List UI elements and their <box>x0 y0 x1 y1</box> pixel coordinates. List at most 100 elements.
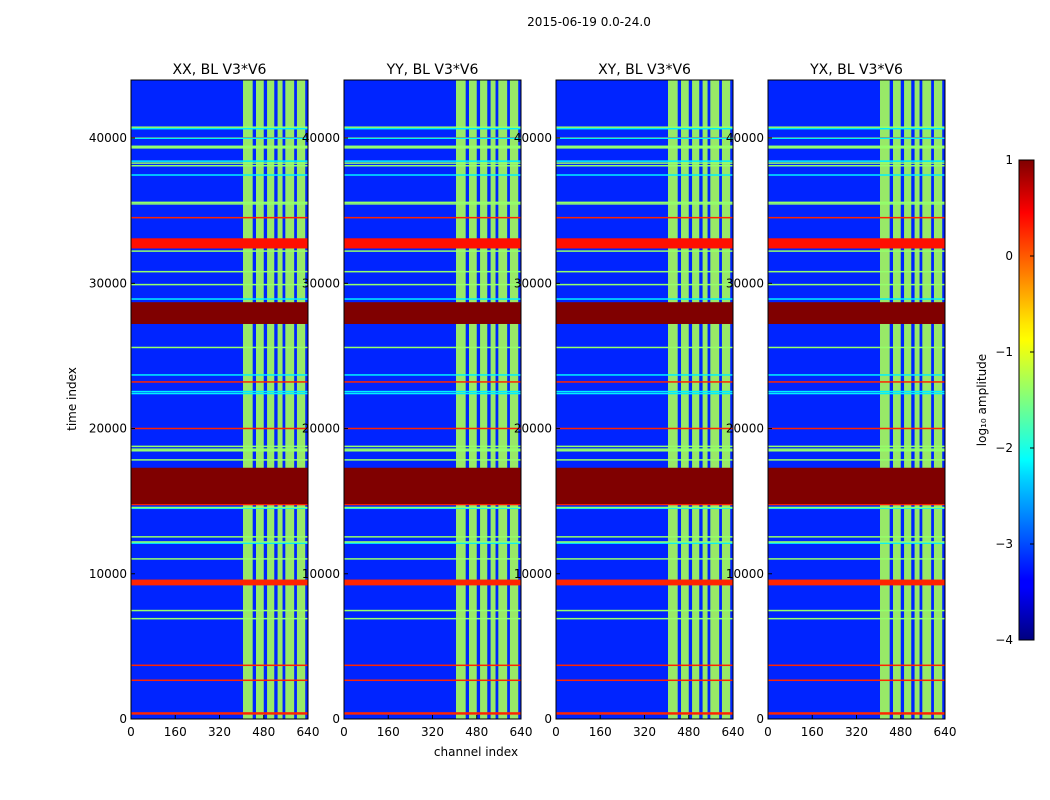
flagged-time-band <box>556 579 733 586</box>
rfi-time-line <box>556 679 733 682</box>
colorbar-tick-label: −1 <box>995 345 1013 359</box>
rfi-channel-band <box>277 80 283 719</box>
rfi-time-line <box>556 127 733 130</box>
rfi-time-line <box>131 298 308 300</box>
rfi-time-line <box>131 445 308 448</box>
y-tick-label: 10000 <box>302 567 340 581</box>
rfi-time-line <box>556 374 733 376</box>
flagged-time-band <box>344 467 521 505</box>
rfi-time-line <box>556 558 733 560</box>
x-tick-label: 480 <box>889 725 912 739</box>
rfi-channel-band <box>681 80 689 719</box>
rfi-time-line <box>556 283 733 286</box>
rfi-channel-band <box>904 80 912 719</box>
plot-frame <box>343 79 522 720</box>
rfi-time-line <box>556 712 733 714</box>
rfi-time-line <box>131 201 308 204</box>
heatmap-image <box>768 80 945 719</box>
rfi-channel-band <box>880 80 890 719</box>
colorbar-tick-label: −2 <box>995 441 1013 455</box>
rfi-time-line <box>131 174 308 176</box>
rfi-time-line <box>768 541 945 543</box>
flagged-time-band <box>344 238 521 249</box>
rfi-channel-band <box>893 80 901 719</box>
rfi-time-line <box>556 450 733 452</box>
rfi-time-line <box>556 536 733 538</box>
rfi-channel-band <box>469 80 477 719</box>
rfi-time-line <box>131 381 308 383</box>
x-axis-label: channel index <box>434 745 518 759</box>
rfi-time-line <box>556 541 733 543</box>
rfi-time-line <box>344 506 521 509</box>
rfi-time-line <box>768 160 945 162</box>
rfi-time-line <box>344 147 521 149</box>
rfi-time-line <box>344 203 521 205</box>
y-tick-label: 40000 <box>89 131 127 145</box>
rfi-time-line <box>556 503 733 506</box>
rfi-time-line <box>768 713 945 715</box>
rfi-time-line <box>768 127 945 130</box>
rfi-time-line <box>344 201 521 204</box>
rfi-time-line <box>768 609 945 612</box>
y-tick-label: 0 <box>756 712 764 726</box>
rfi-time-line <box>131 250 308 252</box>
rfi-time-line <box>131 459 308 461</box>
colorbar-label: log₁₀ amplitude <box>975 354 989 446</box>
rfi-time-line <box>344 445 521 448</box>
flagged-time-band <box>768 579 945 586</box>
rfi-channel-band <box>668 80 678 719</box>
rfi-time-line <box>556 270 733 273</box>
y-tick-label: 40000 <box>726 131 764 145</box>
x-tick-labels: 0 160 320 480 640 <box>340 715 532 739</box>
rfi-time-line <box>556 542 733 544</box>
y-tick-labels: 0 10000 20000 30000 40000 <box>89 131 135 726</box>
rfi-time-line <box>131 679 308 682</box>
rfi-time-line <box>344 503 521 506</box>
rfi-time-line <box>131 542 308 544</box>
rfi-time-line <box>131 162 308 164</box>
rfi-time-line <box>344 558 521 560</box>
rfi-time-line <box>344 536 521 538</box>
y-tick-label: 10000 <box>89 567 127 581</box>
rfi-time-line <box>768 664 945 667</box>
rfi-channel-band <box>702 80 708 719</box>
rfi-time-line <box>344 390 521 393</box>
rfi-channel-band <box>480 80 488 719</box>
colorbar-tick-label: −3 <box>995 537 1013 551</box>
colorbar: 1 0 −1 −2 −3 −4 log₁₀ amplitude <box>975 153 1035 647</box>
rfi-time-line <box>344 374 521 376</box>
rfi-time-line <box>344 712 521 714</box>
x-tick-label: 320 <box>208 725 231 739</box>
rfi-time-line <box>556 160 733 162</box>
heatmap-panel-yy: YY, BL V3*V6 0 160 320 480 640 0 10000 20000 30… <box>302 62 533 739</box>
panel-title: XX, BL V3*V6 <box>173 62 267 78</box>
y-tick-label: 20000 <box>514 422 552 436</box>
flagged-time-band <box>768 238 945 249</box>
x-tick-labels: 0 160 320 480 640 <box>764 715 956 739</box>
rfi-time-line <box>344 164 521 167</box>
rfi-time-line <box>768 427 945 430</box>
rfi-time-line <box>556 609 733 612</box>
heatmap-panel-xy: XY, BL V3*V6 0 160 320 480 640 0 10000 20000 30… <box>514 62 745 739</box>
rfi-time-line <box>344 450 521 452</box>
rfi-time-line <box>768 270 945 273</box>
rfi-time-line <box>344 713 521 715</box>
rfi-channel-band <box>721 80 731 719</box>
flagged-time-band <box>131 238 308 249</box>
rfi-channel-band <box>509 80 519 719</box>
y-tick-label: 20000 <box>726 422 764 436</box>
rfi-time-line <box>768 558 945 560</box>
rfi-channel-band <box>692 80 700 719</box>
rfi-time-line <box>556 126 733 128</box>
rfi-time-line <box>344 145 521 148</box>
rfi-channel-band <box>710 80 720 719</box>
rfi-time-line <box>131 147 308 149</box>
rfi-channel-band <box>456 80 466 719</box>
rfi-channel-band <box>285 80 295 719</box>
rfi-time-line <box>768 164 945 167</box>
rfi-time-line <box>344 270 521 273</box>
flagged-time-band <box>556 238 733 249</box>
rfi-time-line <box>344 381 521 383</box>
rfi-time-line <box>768 390 945 393</box>
